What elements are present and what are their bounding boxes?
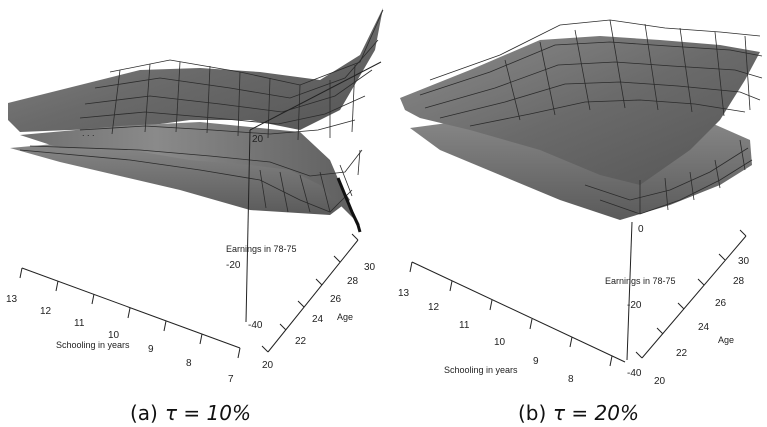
y-ticks-a xyxy=(261,233,359,353)
x-tick-a-3: 10 xyxy=(108,330,120,341)
caption-b-label: (b) xyxy=(518,401,546,425)
y-tick-b-5: 30 xyxy=(738,256,750,267)
x-axis-a xyxy=(21,267,241,349)
z-label-b: Earnings in 78-75 xyxy=(605,276,676,286)
y-tick-a-5: 30 xyxy=(364,262,376,273)
x-tick-b-4: 9 xyxy=(533,356,539,367)
caption-b-tau: τ = 20% xyxy=(553,401,639,425)
x-ticks-b xyxy=(409,261,613,367)
x-label-a: Schooling in years xyxy=(56,340,130,350)
surface-a-dip xyxy=(20,122,360,225)
z-tick-b-mid: -20 xyxy=(627,300,642,311)
caption-a-label: (a) xyxy=(130,401,158,425)
y-tick-a-2: 24 xyxy=(312,314,324,325)
x-tick-b-1: 12 xyxy=(428,302,440,313)
z-axis-a-diag xyxy=(249,61,382,131)
surface-a-edge xyxy=(336,177,362,233)
y-axis-a xyxy=(267,239,359,353)
surface-b-main xyxy=(400,36,760,185)
y-axis-b xyxy=(641,235,747,359)
x-label-b: Schooling in years xyxy=(444,365,518,375)
x-tick-b-0: 13 xyxy=(398,288,410,299)
y-tick-b-3: 26 xyxy=(715,298,727,309)
y-tick-a-1: 22 xyxy=(295,336,307,347)
panel-a: . . . 20 -20 -40 Earnings in 78-75 13 12… xyxy=(6,8,384,425)
y-tick-a-4: 28 xyxy=(347,276,359,287)
surface-a-main xyxy=(8,8,383,132)
z-tick-b-bottom: -40 xyxy=(627,368,642,379)
caption-a-tau: τ = 10% xyxy=(165,401,251,425)
z-tick-a-bottom: -40 xyxy=(248,320,263,331)
y-tick-b-1: 22 xyxy=(676,348,688,359)
z-tick-a-top: 20 xyxy=(252,134,264,145)
y-label-a: Age xyxy=(337,312,353,322)
x-tick-a-6: 7 xyxy=(228,374,234,385)
x-ticks-a xyxy=(19,267,241,359)
y-tick-a-0: 20 xyxy=(262,360,274,371)
panel-b: 0 -20 -40 Earnings in 78-75 13 12 11 10 … xyxy=(398,19,763,425)
z-axis-a xyxy=(245,129,251,323)
x-tick-b-2: 11 xyxy=(459,320,470,331)
y-tick-a-3: 26 xyxy=(330,294,342,305)
x-tick-a-0: 13 xyxy=(6,294,18,305)
y-tick-b-2: 24 xyxy=(698,322,710,333)
dots-a: . . . xyxy=(82,128,95,138)
y-tick-b-4: 28 xyxy=(733,276,745,287)
x-tick-a-1: 12 xyxy=(40,306,52,317)
z-label-a: Earnings in 78-75 xyxy=(226,244,297,254)
z-axis-b xyxy=(626,221,633,361)
y-label-b: Age xyxy=(718,335,734,345)
x-tick-b-5: 8 xyxy=(568,374,574,385)
x-tick-a-4: 9 xyxy=(148,344,154,355)
z-tick-a-mid: -20 xyxy=(226,260,241,271)
wireframe-a xyxy=(19,9,384,213)
z-tick-b-top: 0 xyxy=(638,224,644,235)
x-tick-a-5: 8 xyxy=(186,358,192,369)
y-ticks-b xyxy=(635,229,747,359)
x-tick-a-2: 11 xyxy=(74,318,85,329)
x-axis-b xyxy=(411,261,626,363)
wireframe-b xyxy=(419,19,763,215)
y-tick-b-0: 20 xyxy=(654,376,666,387)
x-tick-b-3: 10 xyxy=(494,337,506,348)
